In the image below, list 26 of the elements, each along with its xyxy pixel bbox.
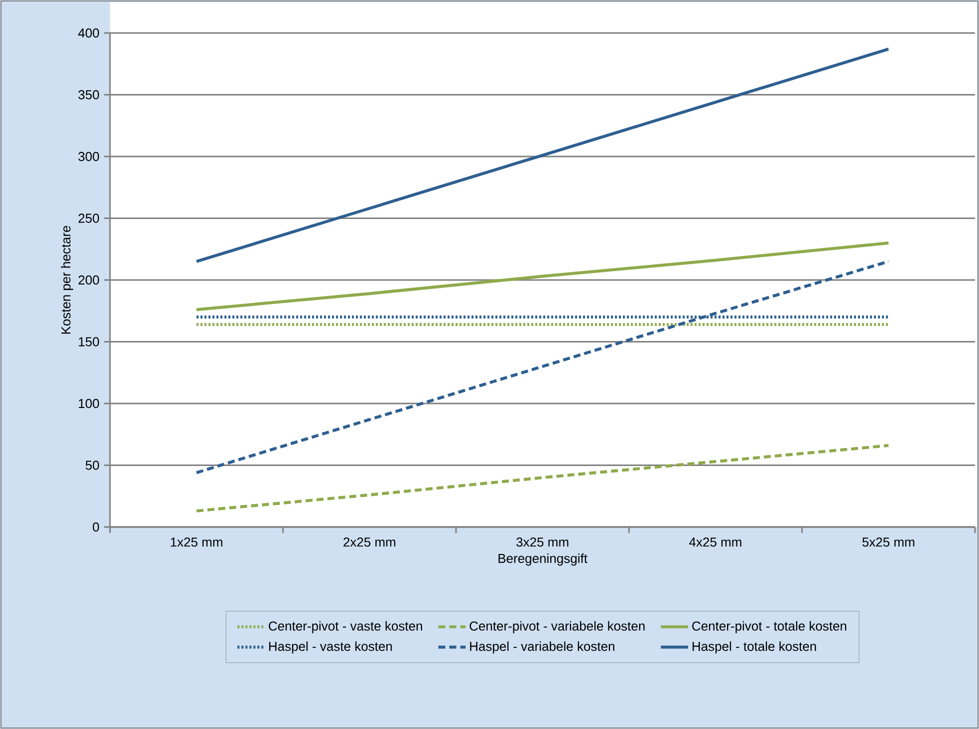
- y-tick-label: 0: [92, 522, 100, 532]
- legend-label: Haspel - variabele kosten: [470, 641, 614, 654]
- y-tick-label: 350: [78, 90, 100, 100]
- line-series: [195, 241, 890, 312]
- x-axis-title: Beregeningsgift: [498, 554, 588, 566]
- line-series: [195, 444, 890, 512]
- line-series: [195, 260, 890, 474]
- legend-label: Haspel - totale kosten: [692, 641, 816, 654]
- x-tick-label: 3x25 mm: [516, 537, 568, 547]
- y-tick-label: 300: [78, 152, 100, 162]
- legend-label: Center-pivot - totale kosten: [692, 621, 846, 634]
- y-tick-label: 250: [78, 214, 100, 223]
- y-tick-label: 50: [86, 460, 100, 470]
- x-tick-label: 2x25 mm: [344, 537, 396, 547]
- y-tick-label: 100: [78, 398, 100, 408]
- x-tick-label: 5x25 mm: [862, 537, 914, 547]
- x-tick-label: 4x25 mm: [689, 537, 742, 547]
- y-axis-title: Kosten per hectare: [60, 226, 74, 334]
- line-series: [195, 48, 890, 263]
- x-tick-label: 1x25 mm: [170, 537, 222, 547]
- legend-label: Center-pivot - vaste kosten: [268, 621, 422, 634]
- legend-label: Haspel - vaste kosten: [269, 641, 392, 654]
- legend-label: Center-pivot - variabele kosten: [470, 621, 645, 634]
- y-tick-label: 150: [78, 337, 100, 346]
- y-tick-label: 400: [78, 28, 100, 38]
- y-tick-label: 200: [78, 275, 100, 285]
